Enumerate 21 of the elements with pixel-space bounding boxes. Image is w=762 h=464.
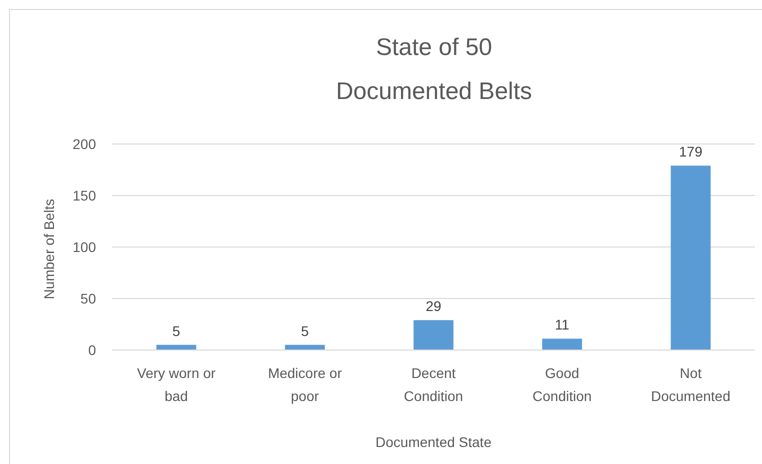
data-label: 29 (426, 298, 442, 314)
bar (414, 320, 454, 350)
x-tick-label: Very worn or bad (137, 365, 216, 404)
data-label: 5 (301, 322, 309, 339)
data-label: 179 (679, 144, 703, 160)
bar (670, 166, 711, 350)
chart-title: State of 50 Documented Belts (336, 34, 532, 105)
x-tick-label: Decent Condition (404, 365, 464, 404)
x-tick-label: Good Condition (532, 365, 592, 404)
bar (542, 338, 582, 350)
y-tick-label: 50 (80, 290, 96, 306)
y-axis-title: Number of Belts (41, 198, 57, 300)
x-tick-label: Not Documented (651, 365, 730, 404)
y-tick-label: 100 (72, 238, 96, 255)
x-tick-label: Medicore or poor (268, 365, 342, 404)
data-label: 5 (172, 322, 180, 339)
y-tick-label: 150 (72, 187, 96, 204)
y-tick-label: 0 (88, 342, 96, 358)
x-axis-title: Documented State (376, 434, 492, 450)
y-tick-label: 200 (72, 136, 96, 152)
data-label: 11 (554, 316, 570, 333)
